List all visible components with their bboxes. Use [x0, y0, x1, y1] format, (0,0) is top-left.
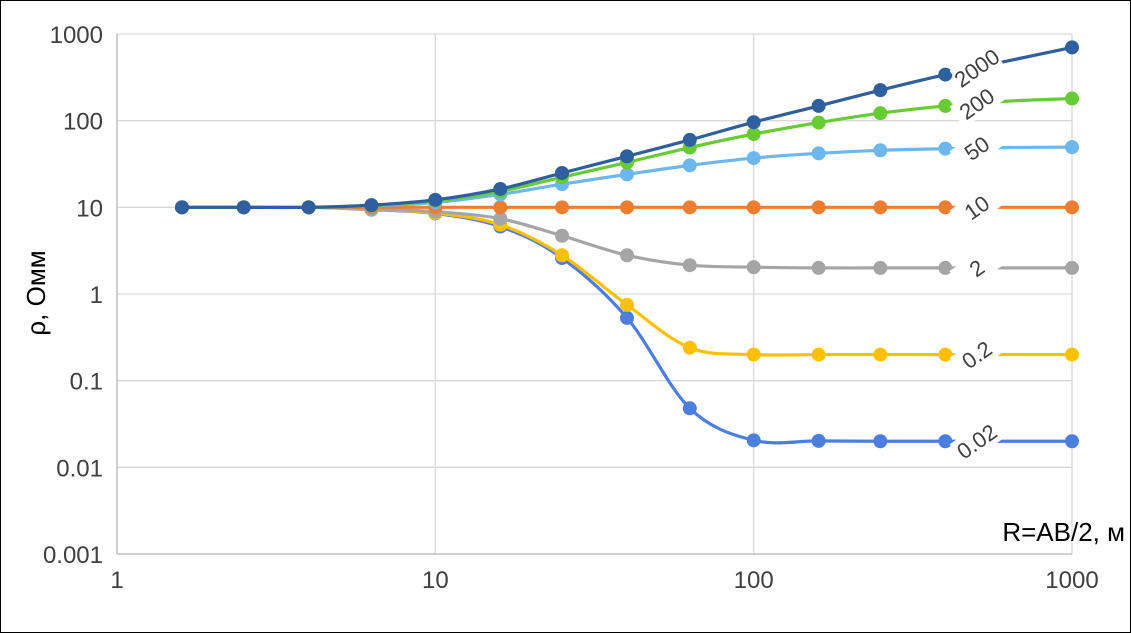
data-point	[811, 146, 826, 161]
data-point	[619, 149, 634, 164]
data-point	[1065, 434, 1079, 449]
x-tick-label: 1	[110, 567, 123, 594]
data-point	[1065, 347, 1079, 362]
data-point	[938, 67, 953, 82]
data-point	[1065, 200, 1079, 215]
data-point	[1065, 40, 1079, 55]
data-point	[811, 433, 826, 448]
data-point	[619, 310, 634, 325]
series-label-bg	[949, 43, 1004, 93]
series-0.2	[174, 200, 1079, 362]
data-point	[811, 115, 826, 130]
data-point	[811, 98, 826, 113]
data-point	[746, 433, 761, 448]
x-tick-label: 100	[734, 567, 774, 594]
data-point	[1065, 140, 1079, 155]
y-tick-label: 0.1	[70, 369, 103, 396]
data-point	[873, 106, 888, 121]
series-label-bg	[949, 182, 1004, 232]
data-point	[682, 158, 697, 173]
data-point	[619, 167, 634, 182]
data-point	[555, 200, 570, 215]
data-point	[746, 200, 761, 215]
series-label-bg	[949, 243, 1004, 293]
y-axis-label: ρ, Омм	[21, 250, 51, 335]
y-tick-label: 0.001	[43, 542, 103, 569]
grid	[117, 33, 1073, 554]
series-line	[181, 205, 1072, 357]
data-point	[746, 260, 761, 275]
data-point	[174, 200, 189, 215]
data-point	[1065, 260, 1079, 275]
data-point	[555, 248, 570, 263]
series-label-bg	[949, 416, 1004, 466]
data-point	[619, 248, 634, 263]
data-point	[938, 141, 953, 156]
data-point	[938, 434, 953, 449]
y-tick-label: 100	[63, 109, 103, 136]
data-point	[873, 143, 888, 158]
data-point	[873, 434, 888, 449]
data-point	[873, 347, 888, 362]
x-axis-label: R=AB/2, м	[1002, 517, 1125, 547]
data-point	[493, 181, 508, 196]
series-2000	[174, 40, 1079, 215]
data-point	[811, 347, 826, 362]
data-point	[1065, 91, 1079, 106]
data-point	[364, 198, 379, 213]
x-tick-label: 1000	[1045, 567, 1098, 594]
data-point	[555, 165, 570, 180]
axes: 1 10 100 1000 1000 100 10 1 0.1 0.01 0.001	[43, 22, 1099, 594]
data-point	[938, 98, 953, 113]
data-point	[746, 127, 761, 142]
data-point	[682, 401, 697, 416]
data-point	[746, 115, 761, 130]
data-point	[873, 200, 888, 215]
data-point	[236, 200, 251, 215]
data-point	[682, 258, 697, 273]
y-tick-label: 1000	[50, 22, 103, 49]
data-point	[555, 228, 570, 243]
data-point	[682, 340, 697, 355]
series-group	[174, 40, 1079, 449]
series-line	[181, 45, 1073, 210]
x-tick-label: 10	[422, 567, 449, 594]
y-tick-label: 0.01	[56, 455, 103, 482]
data-point	[746, 347, 761, 362]
data-point	[811, 200, 826, 215]
series-label: 2000	[950, 44, 1004, 93]
data-point	[619, 200, 634, 215]
data-point	[811, 260, 826, 275]
data-point	[938, 260, 953, 275]
series-0.02	[174, 200, 1079, 449]
y-tick-label: 1	[90, 282, 103, 309]
data-point	[428, 192, 443, 207]
data-point	[301, 200, 316, 215]
series-line	[181, 205, 1072, 445]
data-point	[619, 297, 634, 312]
data-point	[493, 211, 508, 226]
series-label-bg	[949, 123, 1004, 173]
series-label-bg	[949, 330, 1004, 379]
data-point	[746, 151, 761, 166]
y-tick-label: 10	[76, 195, 103, 222]
series-label-bg	[949, 79, 1004, 128]
data-point	[873, 260, 888, 275]
data-point	[938, 200, 953, 215]
data-point	[873, 83, 888, 98]
data-point	[493, 200, 508, 215]
data-point	[682, 132, 697, 147]
data-point	[938, 347, 953, 362]
data-point	[682, 200, 697, 215]
